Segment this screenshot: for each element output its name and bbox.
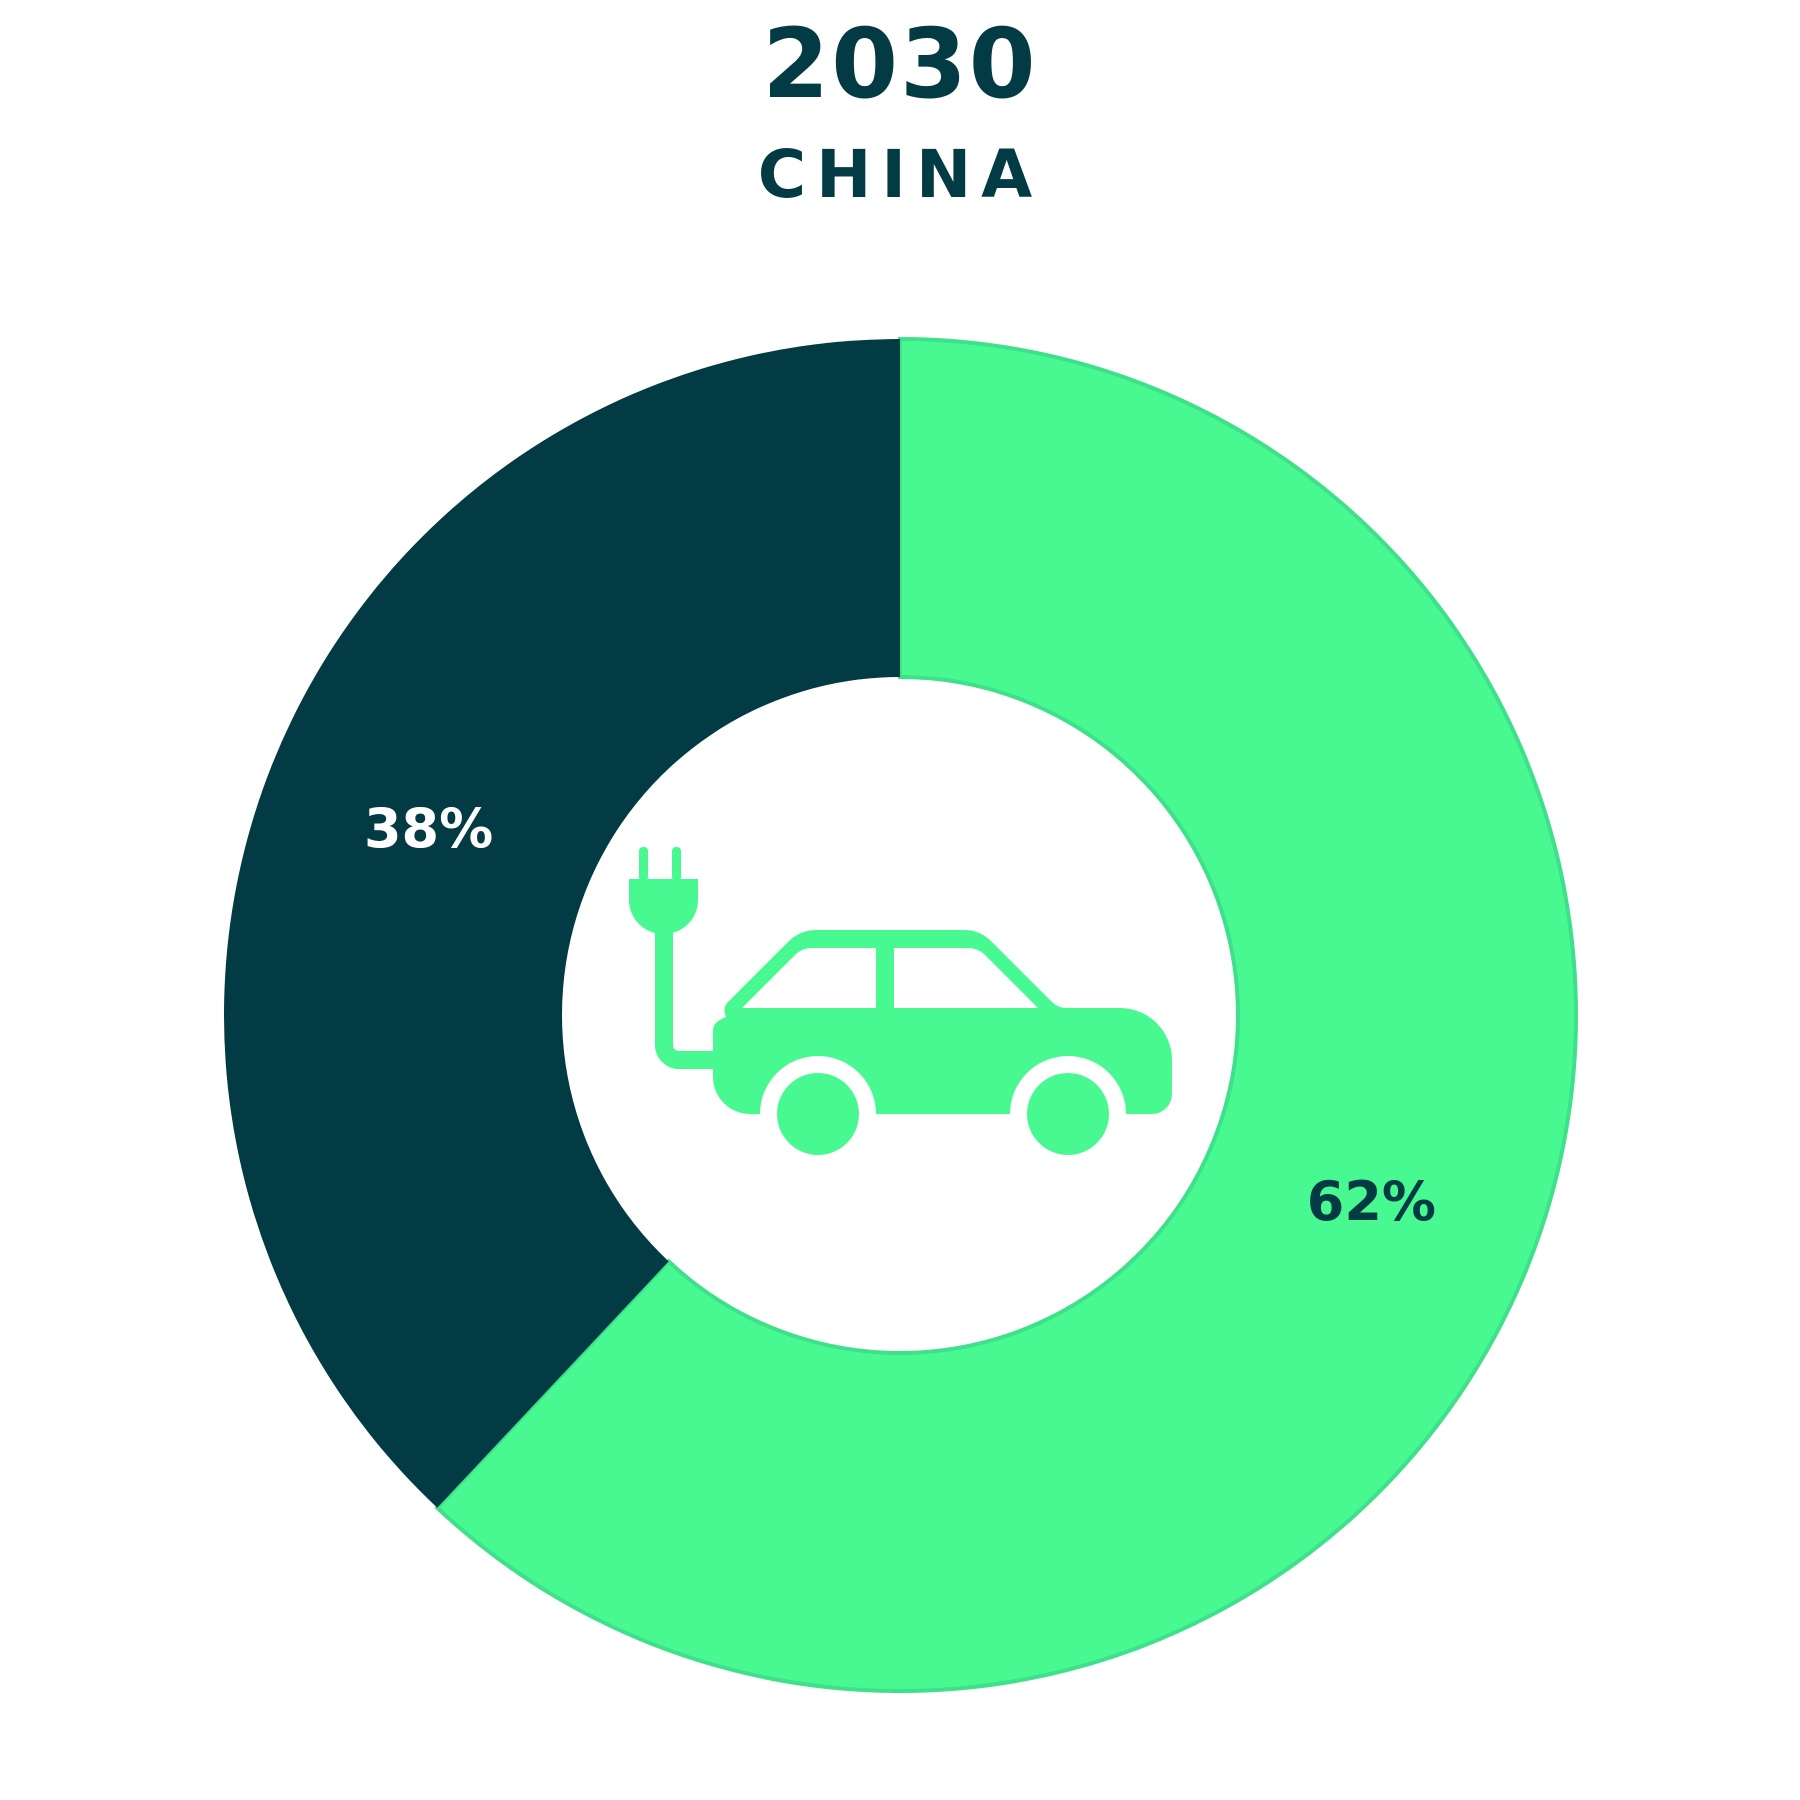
chart-title: 2030 xyxy=(762,8,1038,120)
electric-car-plug-icon xyxy=(629,847,1172,1155)
donut-slice-2 xyxy=(223,339,901,1508)
slice-label-2: 38% xyxy=(364,797,493,860)
chart-subtitle: CHINA xyxy=(757,136,1043,213)
slice-labels: 62% 38% xyxy=(364,797,1436,1233)
donut-slice-1 xyxy=(434,336,1578,1693)
slice-label-1: 62% xyxy=(1307,1170,1436,1233)
donut-slices xyxy=(223,336,1578,1693)
